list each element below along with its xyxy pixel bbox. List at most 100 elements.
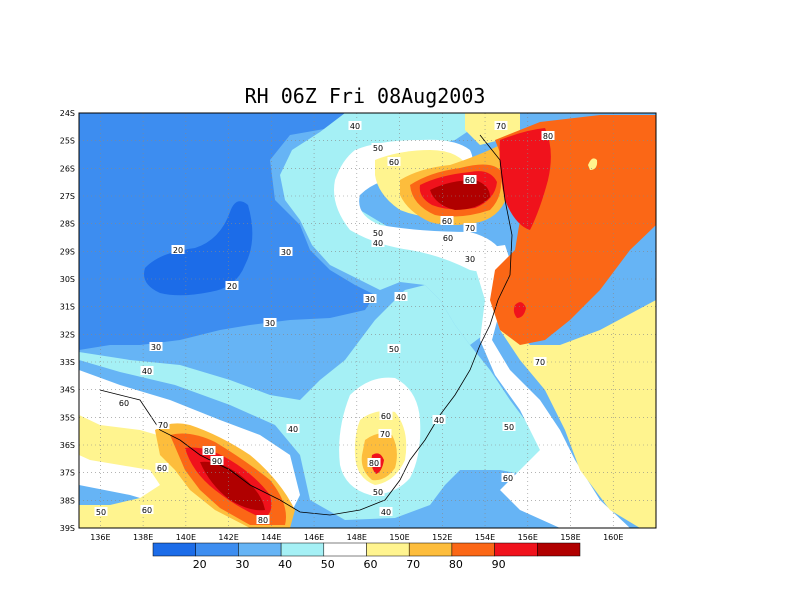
colorbar-swatch: [537, 542, 581, 557]
colorbar-label: 30: [235, 558, 249, 571]
colorbar-label: 20: [193, 558, 207, 571]
contour-label-bg: [363, 294, 377, 303]
colorbar-swatch: [323, 542, 367, 557]
lat-tick-label: 26S: [60, 164, 75, 173]
contour-label-bg: [501, 473, 515, 482]
contour-label-bg: [156, 420, 170, 429]
contour-label-bg: [367, 458, 381, 467]
contour-label-bg: [441, 233, 455, 242]
lon-tick-label: 144E: [261, 533, 281, 542]
contour-label-bg: [387, 344, 401, 353]
contour-label-bg: [494, 121, 508, 130]
contour-label: 50: [389, 345, 399, 354]
contour-label-bg: [541, 131, 555, 140]
lat-tick-label: 27S: [60, 192, 75, 201]
band-90-east: [499, 128, 551, 230]
band-50-60-east: [470, 245, 630, 528]
lon-tick-label: 156E: [518, 533, 538, 542]
contour-label: 70: [496, 122, 506, 131]
contour-label-bg: [117, 398, 131, 407]
lat-tick-label: 30S: [60, 275, 75, 284]
contour-label-bg: [502, 422, 516, 431]
contour-label: 80: [258, 516, 268, 525]
contour-label-bg: [387, 157, 401, 166]
contour-label: 30: [281, 248, 291, 257]
contour-label: 90: [212, 457, 222, 466]
contour-label-bg: [348, 121, 362, 130]
band-90-small-east: [513, 302, 526, 318]
lon-tick-label: 150E: [389, 533, 409, 542]
lon-tick-label: 152E: [432, 533, 452, 542]
contour-label-bg: [94, 507, 108, 516]
contour-label-bg: [463, 175, 477, 184]
map-title: RH 06Z Fri 08Aug2003: [244, 84, 486, 108]
contour-label-bg: [286, 424, 300, 433]
contour-label: 40: [434, 416, 444, 425]
contour-label: 60: [389, 158, 399, 167]
lat-tick-label: 34S: [60, 386, 75, 395]
lat-tick-label: 24S: [60, 109, 75, 118]
contour-label: 60: [142, 506, 152, 515]
colorbar-swatch: [195, 542, 239, 557]
contour-label: 80: [369, 459, 379, 468]
contour-label-bg: [155, 463, 169, 472]
lon-tick-label: 136E: [90, 533, 110, 542]
colorbar: 20 30 40 50 60 70 80 90: [152, 542, 581, 571]
contour-label: 40: [142, 367, 152, 376]
lat-tick-label: 38S: [60, 496, 75, 505]
colorbar-label: 60: [364, 558, 378, 571]
contour-label-bg: [533, 357, 547, 366]
contour-label: 60: [442, 217, 452, 226]
contour-label-bg: [463, 223, 477, 232]
colorbar-label: 70: [406, 558, 420, 571]
lat-tick-label: 39S: [60, 524, 75, 533]
contour-label: 40: [396, 293, 406, 302]
contour-label: 50: [373, 229, 383, 238]
lat-tick-label: 33S: [60, 358, 75, 367]
contour-label-bg: [371, 143, 385, 152]
contour-label: 60: [443, 234, 453, 243]
colorbar-label: 90: [492, 558, 506, 571]
lon-tick-label: 140E: [176, 533, 196, 542]
contour-label: 70: [158, 421, 168, 430]
lon-tick-label: 138E: [133, 533, 153, 542]
band-90plus-sw: [200, 461, 265, 511]
contour-label: 80: [543, 132, 553, 141]
band-60-70-island: [588, 158, 598, 170]
coastline: [99, 134, 513, 516]
band-below-20: [144, 201, 253, 296]
lat-tick-label: 36S: [60, 441, 75, 450]
contour-label: 50: [373, 488, 383, 497]
contour-label-bg: [140, 366, 154, 375]
contour-label-bg: [210, 456, 224, 465]
contour-label: 40: [381, 508, 391, 517]
longitude-labels: 136E 138E 140E 142E 144E 146E 148E 150E 152E 154E…: [90, 533, 623, 542]
contour-label: 50: [373, 144, 383, 153]
lat-tick-label: 25S: [60, 137, 75, 146]
contour-label-bg: [440, 216, 454, 225]
contour-label: 40: [350, 122, 360, 131]
lat-tick-label: 37S: [60, 469, 75, 478]
contour-label: 60: [381, 412, 391, 421]
contour-label: 20: [227, 282, 237, 291]
contour-label-bg: [256, 515, 270, 524]
grid-lines: [79, 113, 656, 528]
contour-label-bg: [379, 411, 393, 420]
lon-tick-label: 146E: [304, 533, 324, 542]
contour-label-bg: [279, 247, 293, 256]
contour-label: 40: [288, 425, 298, 434]
contour-label-bg: [394, 292, 408, 301]
band-60-70-east: [490, 300, 656, 528]
contour-label: 30: [265, 319, 275, 328]
contour-label-bg: [371, 487, 385, 496]
contour-label-bg: [371, 238, 385, 247]
filled-contours: [79, 113, 656, 528]
lon-tick-label: 154E: [475, 533, 495, 542]
colorbar-swatch: [280, 542, 325, 557]
contour-label-bg: [378, 429, 392, 438]
plot-frame: [78, 112, 657, 529]
colorbar-swatch: [366, 542, 410, 557]
contour-label-bg: [432, 415, 446, 424]
contour-label-bg: [149, 342, 163, 351]
